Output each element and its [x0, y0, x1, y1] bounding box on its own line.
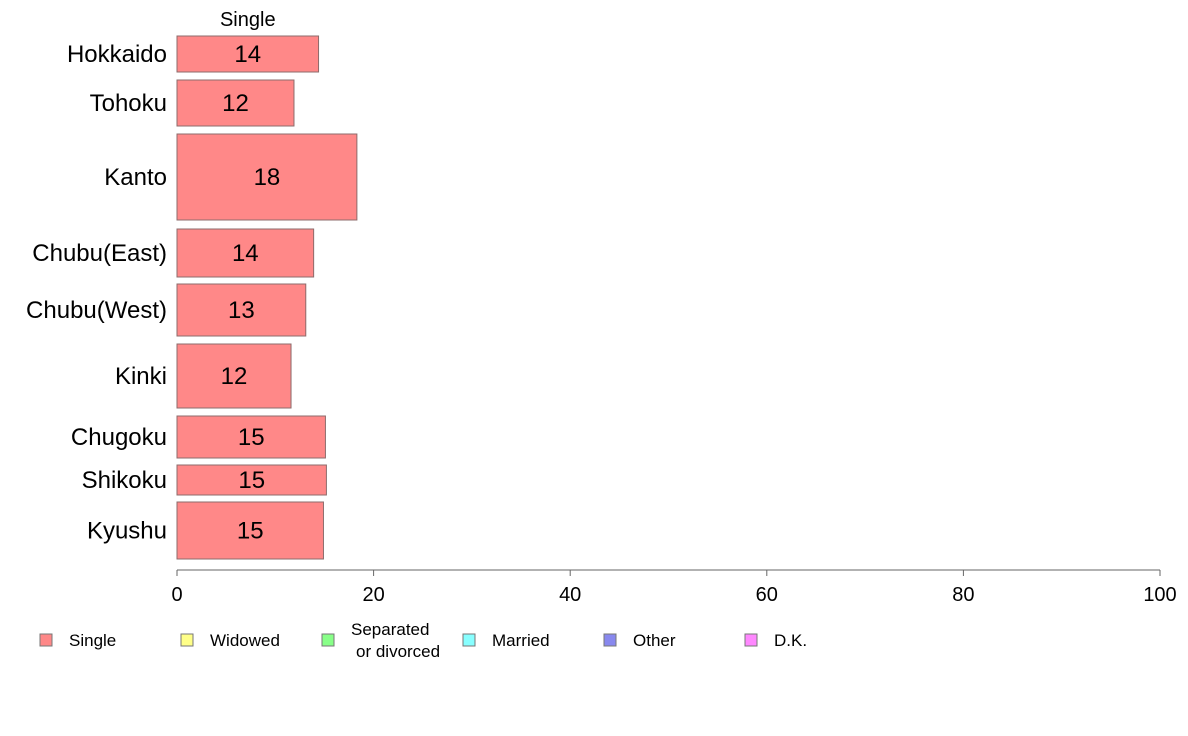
series-header: Single [220, 9, 276, 31]
category-label: Kyushu [87, 518, 167, 545]
category-label: Kinki [115, 363, 167, 390]
x-axis: 0 20 40 60 80 100 [171, 569, 1177, 606]
category-label: Kanto [104, 164, 167, 191]
x-tick-label: 0 [171, 584, 182, 606]
legend-label: Separated [351, 620, 429, 639]
series-header-group: Single [220, 9, 276, 31]
bar-chubu-east- [176, 228, 315, 278]
value-label: 15 [237, 518, 264, 545]
bar-kinki [176, 343, 292, 409]
value-label: 18 [254, 164, 281, 191]
legend-label: Married [492, 631, 550, 650]
bar-chubu-west- [176, 283, 307, 337]
value-label: 12 [221, 363, 248, 390]
x-tick-label: 20 [362, 584, 384, 606]
bar-kyushu [176, 501, 324, 560]
value-label: 14 [234, 41, 261, 68]
category-labels: Hokkaido Tohoku Kanto Chubu(East) Chubu(West… [26, 41, 167, 545]
bar-tohoku [176, 79, 295, 127]
value-label: 14 [232, 240, 259, 267]
bar-chugoku [176, 415, 326, 459]
value-label: 12 [222, 90, 249, 117]
legend-swatch [321, 633, 335, 647]
category-label: Tohoku [90, 90, 167, 117]
bar-kanto [176, 133, 358, 221]
legend-label: D.K. [774, 631, 807, 650]
legend-swatch [462, 633, 476, 647]
legend-label: Other [633, 631, 676, 650]
bar-shikoku [176, 464, 327, 496]
legend-swatch [744, 633, 758, 647]
legend-swatch [603, 633, 617, 647]
value-label: 15 [238, 424, 265, 451]
bar-hokkaido [176, 35, 320, 73]
x-tick-label: 100 [1143, 584, 1176, 606]
legend: Single Widowed Separated or divorced Married… [39, 620, 807, 661]
value-label: 13 [228, 297, 255, 324]
value-labels: 14 12 18 14 13 12 15 15 15 [221, 41, 281, 545]
category-label: Chugoku [71, 424, 167, 451]
x-tick-label: 60 [756, 584, 778, 606]
value-label: 15 [238, 467, 265, 494]
legend-label: or divorced [356, 642, 440, 661]
category-label: Chubu(East) [32, 240, 167, 267]
category-label: Hokkaido [67, 41, 167, 68]
category-label: Shikoku [82, 467, 167, 494]
bars-group [176, 35, 358, 560]
legend-label: Single [69, 631, 116, 650]
category-label: Chubu(West) [26, 297, 167, 324]
x-tick-label: 40 [559, 584, 581, 606]
legend-label: Widowed [210, 631, 280, 650]
legend-swatch [39, 633, 53, 647]
legend-swatch [180, 633, 194, 647]
x-tick-label: 80 [952, 584, 974, 606]
